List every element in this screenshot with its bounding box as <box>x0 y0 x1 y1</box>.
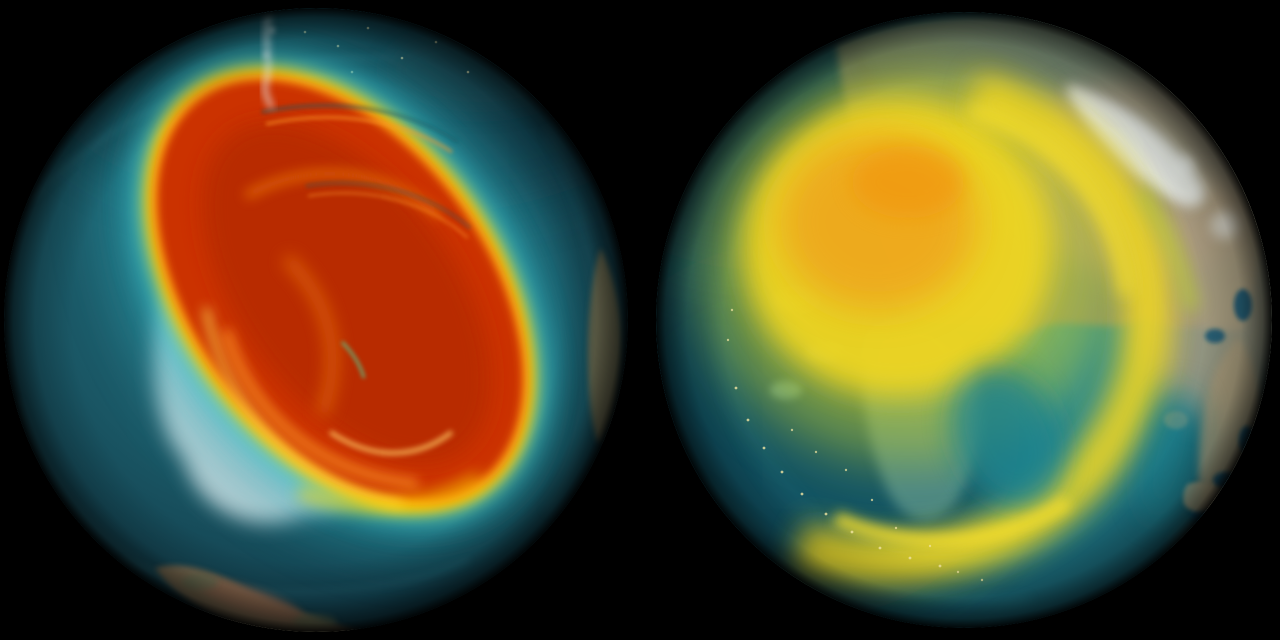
limb-shading <box>656 12 1272 628</box>
city-light-dot <box>500 62 504 66</box>
land-north-africa <box>1180 520 1272 600</box>
right-globe <box>656 12 1272 628</box>
left-globe <box>4 8 628 632</box>
limb-shading <box>4 8 628 632</box>
right-globe-surface <box>656 12 1272 628</box>
left-globe-surface <box>4 8 628 632</box>
